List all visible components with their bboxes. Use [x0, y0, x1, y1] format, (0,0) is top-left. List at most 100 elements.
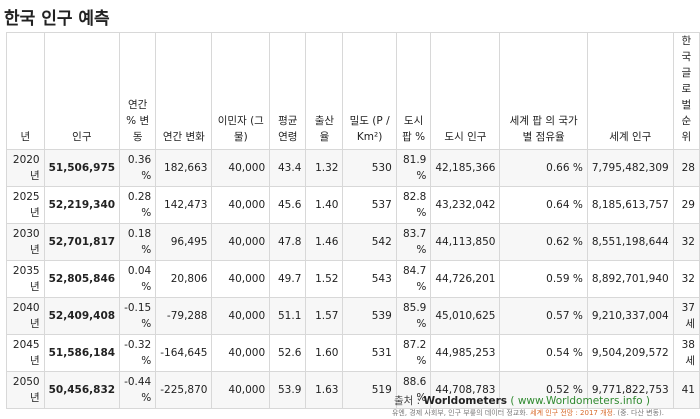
col-world-share-header: 세계 팝 의 국가 별 점유율	[499, 32, 588, 150]
col-world-population-cell: 9,210,337,004	[586, 297, 674, 335]
col-migrants-cell: 40,000	[211, 223, 271, 261]
col-global-rank-cell: 37 세	[672, 297, 700, 335]
col-fertility-cell: 1.60	[305, 334, 344, 372]
col-year-cell: 2020 년	[6, 149, 45, 187]
col-world-population-cell: 8,185,613,757	[586, 186, 674, 224]
col-fertility-cell: 1.32	[305, 149, 344, 187]
table-header-row: 년 인구 연간 % 변동 연간 변화 이민자 (그물) 평균 연령 출산율 밀도 (P / K…	[6, 32, 700, 150]
col-urban-population-cell: 44,708,783	[430, 371, 501, 409]
col-urban-population-cell: 43,232,042	[430, 186, 501, 224]
col-global-rank-cell: 32	[672, 260, 700, 298]
col-yearly-change-pct-cell: 0.18 %	[119, 223, 157, 261]
col-urban-pct-cell: 83.7 %	[395, 223, 432, 261]
col-world-share-cell: 0.57 %	[499, 297, 588, 335]
table-row: 2020 년 51,506,975 0.36 % 182,663 40,000 43.4 1…	[6, 149, 700, 187]
table-row: 2040 년 52,409,408 -0.15 % -79,288 40,000 51.1…	[6, 297, 700, 335]
col-global-rank-cell: 32	[672, 223, 700, 261]
col-yearly-change-pct-cell: 0.36 %	[119, 149, 157, 187]
col-median-age-cell: 52.6	[269, 334, 307, 372]
col-world-share-cell: 0.52 %	[499, 371, 588, 409]
col-density-cell: 539	[342, 297, 397, 335]
col-global-rank-cell: 28	[672, 149, 700, 187]
col-population-cell: 52,219,340	[43, 186, 121, 224]
col-yearly-change-cell: -225,870	[155, 371, 213, 409]
table-row: 2025 년 52,219,340 0.28 % 142,473 40,000 45.6 1…	[6, 186, 700, 224]
col-density-header: 밀도 (P / Km²)	[342, 32, 397, 150]
col-yearly-change-header: 연간 변화	[155, 32, 213, 150]
col-urban-population-cell: 45,010,625	[430, 297, 501, 335]
col-world-share-cell: 0.64 %	[499, 186, 588, 224]
col-population-cell: 52,805,846	[43, 260, 121, 298]
col-yearly-change-cell: 182,663	[155, 149, 213, 187]
col-yearly-change-pct-cell: -0.15 %	[119, 297, 157, 335]
col-urban-pct-cell: 85.9 %	[395, 297, 432, 335]
col-density-cell: 537	[342, 186, 397, 224]
col-world-population-cell: 8,892,701,940	[586, 260, 674, 298]
footer-note: 유엔, 경제 사회부, 인구 부릏의 데이터 정교화. 세계 인구 전망 : 2…	[392, 408, 664, 418]
col-global-rank-cell: 38 세	[672, 334, 700, 372]
col-median-age-cell: 51.1	[269, 297, 307, 335]
col-yearly-change-cell: -164,645	[155, 334, 213, 372]
col-migrants-header: 이민자 (그물)	[211, 32, 271, 150]
col-fertility-cell: 1.63	[305, 371, 344, 409]
col-fertility-cell: 1.46	[305, 223, 344, 261]
col-population-header: 인구	[43, 32, 121, 150]
col-fertility-cell: 1.40	[305, 186, 344, 224]
note-link[interactable]: 세계 인구 전망 : 2017 개정	[530, 409, 613, 417]
col-year-cell: 2030 년	[6, 223, 45, 261]
col-median-age-cell: 47.8	[269, 223, 307, 261]
source-link[interactable]: ( www.Worldometers.info )	[510, 395, 650, 407]
col-world-population-header: 세계 인구	[586, 32, 674, 150]
col-median-age-cell: 45.6	[269, 186, 307, 224]
col-urban-population-cell: 42,185,366	[430, 149, 501, 187]
col-population-cell: 52,701,817	[43, 223, 121, 261]
col-yearly-change-cell: 20,806	[155, 260, 213, 298]
col-world-share-cell: 0.54 %	[499, 334, 588, 372]
table-row: 2050 년 50,456,832 -0.44 % -225,870 40,000 53.…	[6, 371, 700, 409]
col-year-cell: 2040 년	[6, 297, 45, 335]
col-density-cell: 542	[342, 223, 397, 261]
note-suffix: . (중. 다산 변동).	[612, 409, 664, 417]
col-year-cell: 2050 년	[6, 371, 45, 409]
col-yearly-change-pct-cell: 0.04 %	[119, 260, 157, 298]
page-title: 한국 인구 예측	[4, 9, 110, 29]
col-urban-pct-cell: 87.2 %	[395, 334, 432, 372]
col-density-cell: 543	[342, 260, 397, 298]
col-urban-pct-header: 도시 팝 %	[395, 32, 432, 150]
col-density-cell: 530	[342, 149, 397, 187]
col-fertility-cell: 1.52	[305, 260, 344, 298]
col-migrants-cell: 40,000	[211, 186, 271, 224]
col-global-rank-cell: 29	[672, 186, 700, 224]
col-world-share-cell: 0.59 %	[499, 260, 588, 298]
table-row: 2035 년 52,805,846 0.04 % 20,806 40,000 49.7 1.…	[6, 260, 700, 298]
col-world-population-cell: 9,504,209,572	[586, 334, 674, 372]
col-population-cell: 52,409,408	[43, 297, 121, 335]
col-yearly-change-cell: 142,473	[155, 186, 213, 224]
col-urban-population-cell: 44,113,850	[430, 223, 501, 261]
col-yearly-change-pct-cell: -0.32 %	[119, 334, 157, 372]
note-prefix: 유엔, 경제 사회부, 인구 부릏의 데이터 정교화.	[391, 409, 528, 417]
col-urban-pct-cell: 88.6 %	[395, 371, 432, 409]
col-yearly-change-pct-header: 연간 % 변동	[119, 32, 157, 150]
col-urban-population-cell: 44,726,201	[430, 260, 501, 298]
col-yearly-change-cell: 96,495	[155, 223, 213, 261]
col-urban-pct-cell: 81.9 %	[395, 149, 432, 187]
table-body: 2020 년 51,506,975 0.36 % 182,663 40,000 43.4 1…	[6, 149, 700, 409]
col-median-age-cell: 53.9	[269, 371, 307, 409]
col-median-age-header: 평균 연령	[269, 32, 307, 150]
source-label: 출처 :	[393, 395, 421, 407]
col-migrants-cell: 40,000	[211, 260, 271, 298]
col-median-age-cell: 43.4	[269, 149, 307, 187]
col-world-share-cell: 0.66 %	[499, 149, 588, 187]
col-global-rank-cell: 41	[672, 371, 700, 409]
col-year-cell: 2035 년	[6, 260, 45, 298]
col-urban-population-header: 도시 인구	[430, 32, 501, 150]
col-urban-population-cell: 44,985,253	[430, 334, 501, 372]
col-median-age-cell: 49.7	[269, 260, 307, 298]
col-world-population-cell: 7,795,482,309	[586, 149, 674, 187]
col-global-rank-header: 한국 글로벌 순위	[672, 32, 700, 150]
col-yearly-change-cell: -79,288	[155, 297, 213, 335]
col-year-cell: 2045 년	[6, 334, 45, 372]
col-fertility-cell: 1.57	[305, 297, 344, 335]
col-urban-pct-cell: 82.8 %	[395, 186, 432, 224]
